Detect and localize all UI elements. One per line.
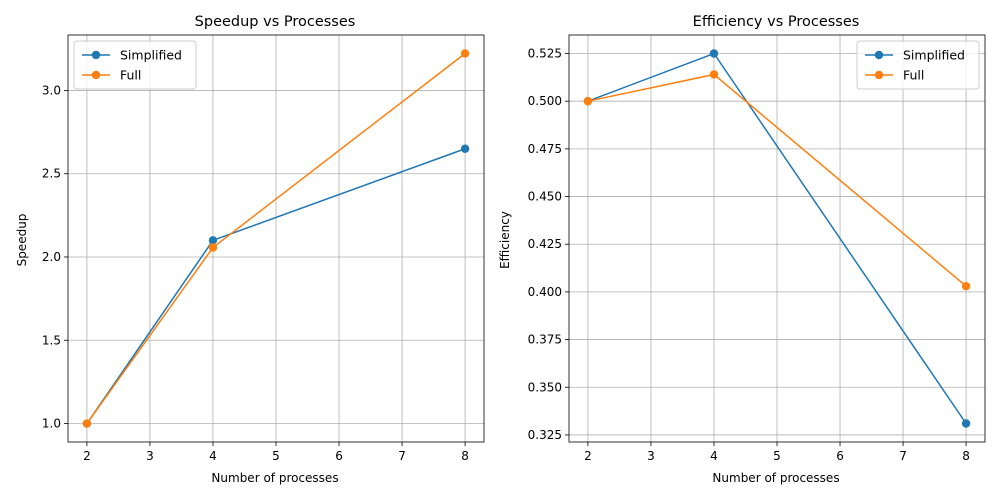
x-tick-label: 7	[899, 449, 907, 463]
x-tick-label: 3	[647, 449, 655, 463]
legend-label: Simplified	[120, 48, 182, 63]
x-tick-label: 5	[773, 449, 781, 463]
legend-label: Simplified	[903, 48, 965, 63]
y-tick-label: 1.5	[42, 333, 61, 347]
legend: Simplified Full	[73, 40, 197, 90]
data-point-full	[961, 281, 971, 291]
data-point-simplified	[208, 236, 218, 245]
legend-box	[856, 40, 980, 90]
data-point-full	[208, 243, 218, 252]
legend-marker	[91, 50, 101, 60]
y-tick-label: 3.0	[42, 83, 61, 97]
x-axis-title: Number of processes	[211, 471, 338, 485]
x-tick-label: 2	[584, 449, 592, 463]
legend-marker	[874, 50, 884, 60]
x-tick-label: 6	[836, 449, 844, 463]
legend-marker	[91, 70, 101, 80]
data-point-full	[583, 96, 593, 106]
y-tick-label: 2.0	[42, 250, 61, 264]
x-tick-label: 8	[962, 449, 970, 463]
y-tick-label: 0.450	[528, 190, 562, 204]
y-tick-label: 0.425	[528, 237, 562, 251]
legend-label: Full	[120, 68, 141, 83]
data-point-simplified	[460, 144, 470, 153]
data-point-full	[460, 49, 470, 58]
plot-frame	[568, 34, 986, 443]
x-tick-label: 8	[461, 449, 469, 463]
y-tick-label: 0.400	[528, 285, 562, 299]
y-axis-title: Speedup	[15, 214, 29, 267]
legend-label: Full	[903, 68, 924, 83]
y-tick-label: 0.350	[528, 380, 562, 394]
chart-title: Efficiency vs Processes	[693, 14, 860, 30]
plot-frame	[67, 34, 485, 443]
y-tick-label: 0.500	[528, 94, 562, 108]
x-tick-label: 2	[83, 449, 91, 463]
y-tick-label: 0.375	[528, 333, 562, 347]
legend-marker	[874, 70, 884, 80]
y-tick-label: 1.0	[42, 417, 61, 431]
data-point-full	[709, 70, 719, 79]
data-point-simplified	[961, 419, 971, 428]
x-axis-title: Number of processes	[712, 471, 839, 485]
legend: Simplified Full	[856, 40, 980, 90]
data-point-simplified	[709, 49, 719, 58]
legend-box	[73, 40, 197, 90]
x-tick-label: 7	[398, 449, 406, 463]
y-axis-title: Efficiency	[498, 211, 512, 269]
y-tick-label: 2.5	[42, 167, 61, 181]
x-tick-label: 3	[146, 449, 154, 463]
efficiency-chart: Efficiency vs Processes Number of proces…	[498, 14, 986, 485]
x-tick-label: 5	[272, 449, 280, 463]
speedup-chart: Speedup vs Processes Number of processes…	[15, 14, 485, 485]
x-tick-label: 6	[335, 449, 343, 463]
y-tick-label: 0.325	[528, 428, 562, 442]
y-tick-label: 0.525	[528, 47, 562, 61]
y-tick-label: 0.475	[528, 142, 562, 156]
chart-title: Speedup vs Processes	[195, 14, 356, 30]
x-tick-label: 4	[209, 449, 217, 463]
data-point-full	[82, 419, 92, 428]
x-tick-label: 4	[710, 449, 718, 463]
